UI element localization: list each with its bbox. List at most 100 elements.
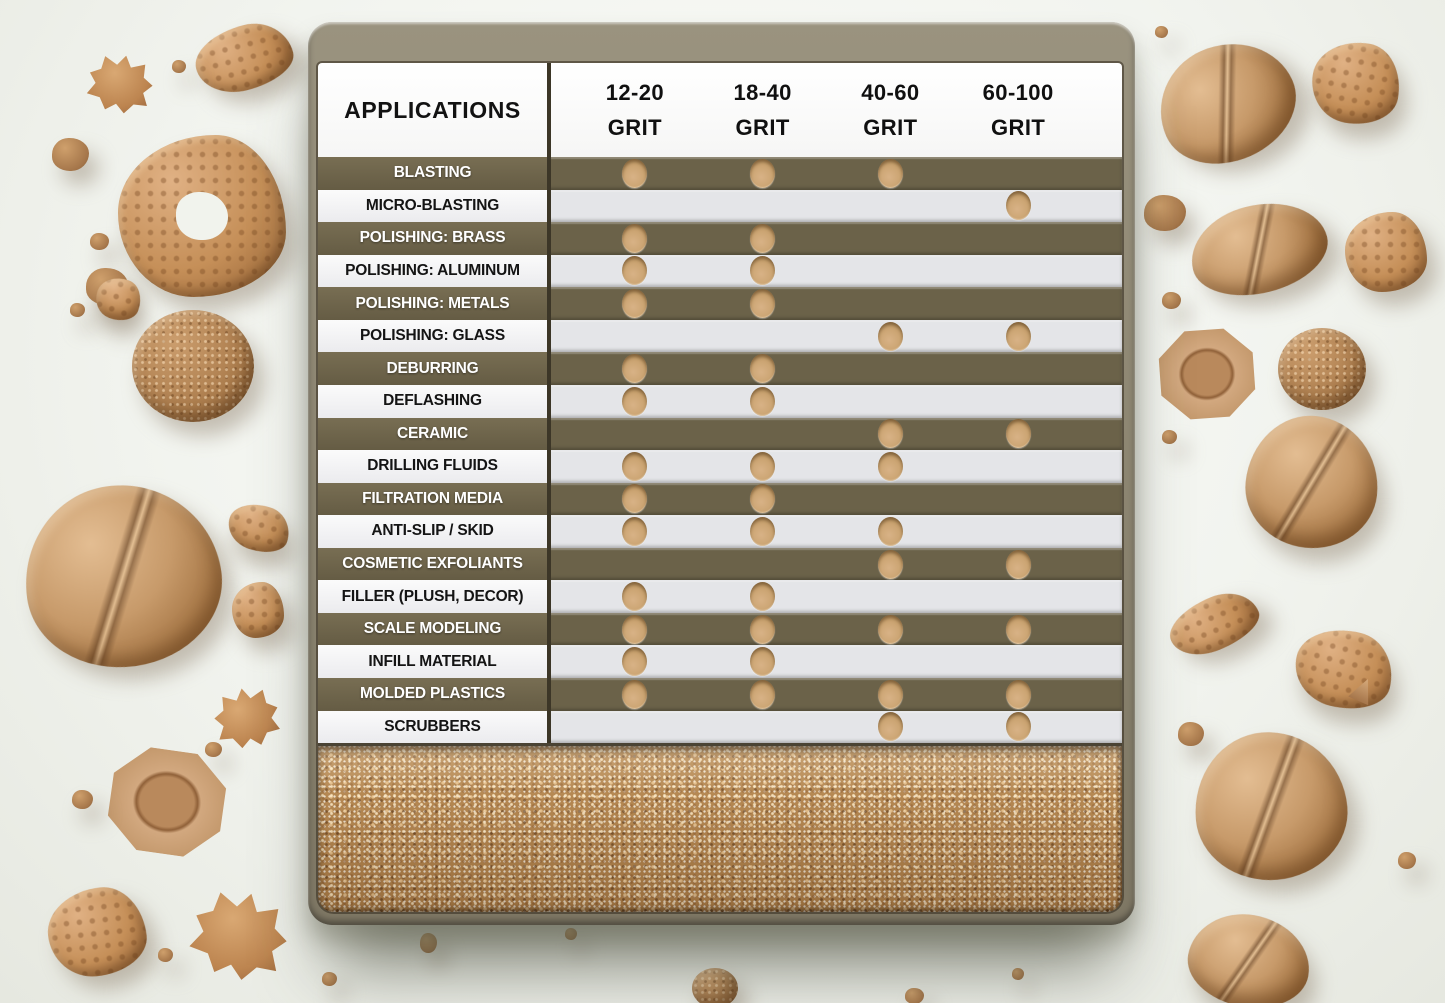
column-header-18-40-grit: 18-40 GRIT bbox=[699, 63, 827, 157]
row-cells bbox=[551, 320, 1122, 353]
grit-cell bbox=[571, 645, 699, 678]
grit-unit-label: GRIT bbox=[735, 114, 790, 140]
row-label: POLISHING: BRASS bbox=[318, 222, 551, 255]
grit-cell bbox=[954, 515, 1082, 548]
row-cells bbox=[551, 483, 1122, 516]
grit-cell bbox=[827, 190, 955, 223]
row-label: SCALE MODELING bbox=[318, 612, 551, 646]
row-cells bbox=[551, 287, 1122, 320]
grit-cell bbox=[699, 450, 827, 483]
walnut-shell-photo bbox=[1140, 21, 1314, 185]
grit-cell bbox=[571, 157, 699, 190]
ground-shell-ball-photo bbox=[132, 310, 254, 422]
grit-cell bbox=[954, 580, 1082, 613]
grit-cell bbox=[954, 222, 1082, 255]
row-label: INFILL MATERIAL bbox=[318, 645, 551, 678]
applicable-dot bbox=[622, 516, 648, 546]
applicable-dot bbox=[622, 451, 648, 481]
applicable-dot bbox=[877, 419, 903, 449]
kernel-hole bbox=[176, 192, 228, 240]
row-label: POLISHING: METALS bbox=[318, 287, 551, 320]
grit-cell bbox=[699, 352, 827, 385]
applicable-dot bbox=[750, 516, 776, 546]
shell-crumb-photo bbox=[420, 933, 437, 953]
shell-crumb-photo bbox=[1155, 26, 1168, 38]
walnut-kernel-photo bbox=[210, 683, 284, 755]
row-label: DRILLING FLUIDS bbox=[318, 450, 551, 483]
table-row: DEFLASHING bbox=[318, 384, 1122, 418]
grit-cell bbox=[571, 515, 699, 548]
grit-cell bbox=[827, 515, 955, 548]
table-row: COSMETIC EXFOLIANTS bbox=[318, 547, 1122, 581]
grit-cell bbox=[954, 678, 1082, 711]
table-row: CERAMIC bbox=[318, 417, 1122, 451]
column-header-40-60-grit: 40-60 GRIT bbox=[827, 63, 955, 157]
shell-crumb-photo bbox=[565, 928, 577, 940]
row-cells bbox=[551, 418, 1122, 451]
walnut-kernel-photo bbox=[232, 582, 284, 638]
shell-crumb-photo bbox=[52, 138, 89, 171]
shell-crumb-photo bbox=[205, 742, 222, 757]
walnut-shell-photo bbox=[1180, 905, 1318, 1003]
applicable-dot bbox=[1005, 321, 1031, 351]
shell-crumb-photo bbox=[90, 233, 109, 250]
ground-shell-ball-photo bbox=[692, 968, 738, 1003]
table-row: DEBURRING bbox=[318, 352, 1122, 385]
grit-cell bbox=[827, 222, 955, 255]
grit-cell bbox=[699, 711, 827, 744]
grit-cell bbox=[699, 580, 827, 613]
table-row: FILTRATION MEDIA bbox=[318, 482, 1122, 516]
applicable-dot bbox=[750, 484, 776, 514]
table-header-row: APPLICATIONS 12-20 GRIT 18-40 GRIT 40-60… bbox=[318, 63, 1122, 157]
grit-unit-label: GRIT bbox=[863, 114, 918, 140]
table-row: POLISHING: METALS bbox=[318, 287, 1122, 320]
applicable-dot bbox=[877, 516, 903, 546]
row-cells bbox=[551, 580, 1122, 613]
grit-application-chart-panel: APPLICATIONS 12-20 GRIT 18-40 GRIT 40-60… bbox=[308, 22, 1135, 925]
row-label: MOLDED PLASTICS bbox=[318, 678, 551, 711]
grit-column-headers: 12-20 GRIT 18-40 GRIT 40-60 GRIT 60-100 … bbox=[551, 63, 1122, 157]
row-label: DEBURRING bbox=[318, 352, 551, 385]
grit-cell bbox=[954, 613, 1082, 646]
table-row: BLASTING bbox=[318, 157, 1122, 190]
row-cells bbox=[551, 678, 1122, 711]
grit-cell bbox=[827, 548, 955, 581]
walnut-kernel-photo bbox=[181, 881, 296, 993]
row-label: SCRUBBERS bbox=[318, 710, 551, 744]
column-header-12-20-grit: 12-20 GRIT bbox=[571, 63, 699, 157]
grit-cell bbox=[699, 418, 827, 451]
walnut-shell-cup-photo bbox=[101, 740, 233, 863]
applicable-dot bbox=[1005, 549, 1031, 579]
walnut-shell-photo bbox=[1188, 725, 1354, 887]
grit-cell bbox=[699, 287, 827, 320]
applicable-dot bbox=[877, 549, 903, 579]
grit-cell bbox=[827, 255, 955, 288]
walnut-kernel-photo bbox=[1161, 582, 1267, 666]
row-label: MICRO-BLASTING bbox=[318, 189, 551, 223]
grit-cell bbox=[699, 190, 827, 223]
row-label: ANTI-SLIP / SKID bbox=[318, 515, 551, 548]
grit-cell bbox=[699, 222, 827, 255]
table-row: DRILLING FLUIDS bbox=[318, 450, 1122, 483]
applicable-dot bbox=[877, 451, 903, 481]
shell-crumb-photo bbox=[322, 972, 337, 986]
grit-cell bbox=[954, 190, 1082, 223]
row-label: CERAMIC bbox=[318, 417, 551, 451]
walnut-kernel-photo bbox=[188, 15, 300, 101]
grit-cell bbox=[571, 613, 699, 646]
row-label: FILLER (PLUSH, DECOR) bbox=[318, 580, 551, 613]
applicable-dot bbox=[622, 386, 648, 416]
applicable-dot bbox=[622, 582, 648, 612]
grit-cell bbox=[699, 548, 827, 581]
grit-cell bbox=[954, 711, 1082, 744]
shell-crumb-photo bbox=[905, 988, 924, 1003]
grit-cell bbox=[571, 255, 699, 288]
applicable-dot bbox=[750, 451, 776, 481]
applicable-dot bbox=[622, 223, 648, 253]
grit-cell bbox=[827, 157, 955, 190]
table-row: MICRO-BLASTING bbox=[318, 189, 1122, 223]
grit-cell bbox=[827, 320, 955, 353]
grit-cell bbox=[571, 418, 699, 451]
walnut-shell-photo bbox=[1181, 189, 1337, 309]
applicable-dot bbox=[750, 647, 776, 677]
